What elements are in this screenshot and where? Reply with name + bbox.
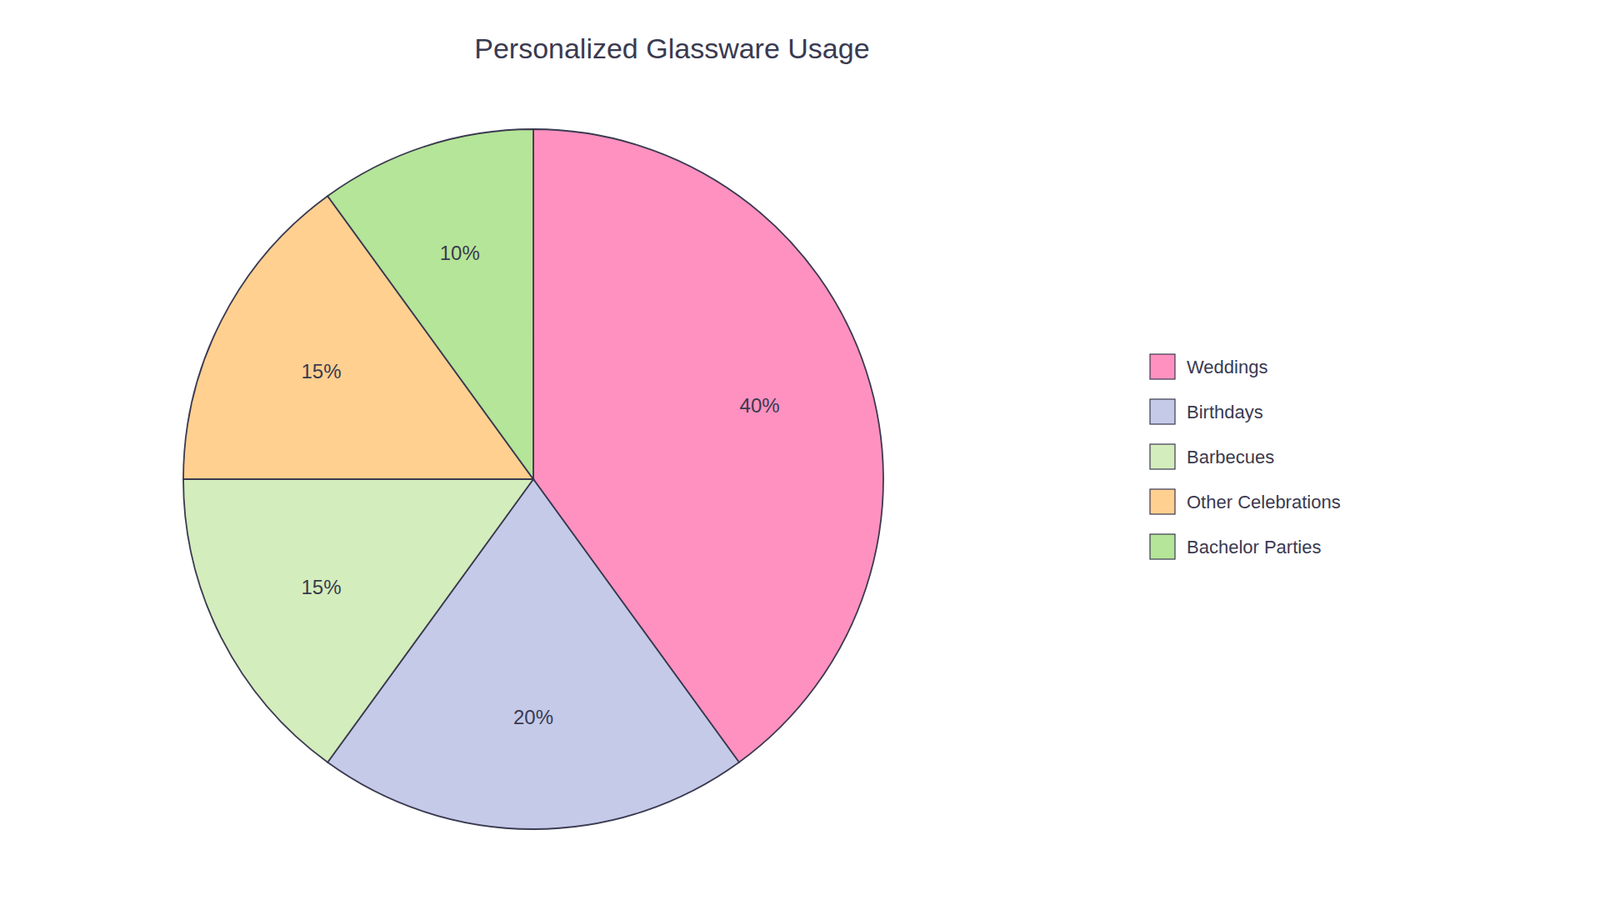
legend-swatch (1150, 444, 1175, 470)
legend-swatch (1150, 489, 1175, 515)
data-label: 15% (301, 360, 342, 383)
pie (183, 129, 884, 830)
pie-slice (183, 479, 534, 763)
data-label: 10% (440, 241, 480, 265)
legend-item: Weddings (1150, 354, 1268, 380)
data-label: 15% (301, 575, 342, 599)
legend-label: Birthdays (1186, 401, 1264, 423)
legend-item: Other Celebrations (1150, 489, 1341, 515)
data-label: 40% (740, 394, 780, 417)
legend-item: Barbecues (1150, 444, 1275, 470)
legend: Weddings Birthdays Barbecues Other Celebrat… (1150, 354, 1341, 560)
legend-item: Birthdays (1150, 399, 1264, 425)
legend-label: Other Celebrations (1186, 491, 1341, 513)
data-label: 20% (513, 705, 554, 729)
legend-label: Barbecues (1186, 446, 1275, 468)
data-labels: 40% 20% 15% 15% 10% (301, 241, 780, 729)
legend-label: Weddings (1186, 356, 1268, 378)
chart-title: Personalized Glassware Usage (474, 32, 870, 65)
legend-item: Bachelor Parties (1150, 534, 1321, 560)
chart-root: Personalized Glassware Usage 40% 20% 15% 15%… (0, 0, 1600, 900)
legend-swatch (1150, 534, 1175, 560)
legend-label: Bachelor Parties (1186, 536, 1321, 558)
legend-swatch (1150, 399, 1175, 425)
pie-slice (327, 129, 534, 480)
legend-swatch (1150, 354, 1175, 380)
